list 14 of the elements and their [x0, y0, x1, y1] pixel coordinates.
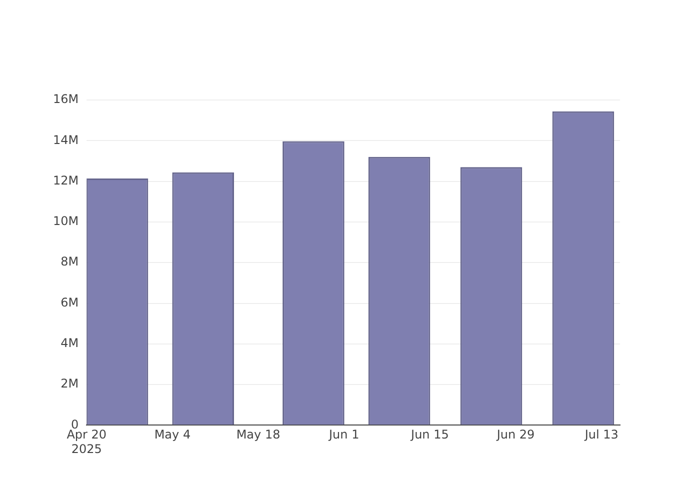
y-tick-label: 16M: [53, 92, 79, 106]
x-tick-label: Jul 13: [584, 428, 618, 442]
x-tick-label: Jun 1: [328, 428, 360, 442]
x-tick-label: Jun 15: [410, 428, 449, 442]
y-tick-label: 14M: [53, 132, 79, 147]
y-tick-label: 12M: [53, 173, 79, 188]
y-tick-label: 10M: [53, 214, 79, 228]
y-tick-label: 2M: [60, 376, 79, 391]
x-tick-label: Jun 29: [496, 428, 535, 442]
y-tick-label: 8M: [60, 254, 79, 269]
y-tick-label: 4M: [60, 336, 79, 350]
x-tick-label: May 18: [236, 428, 280, 442]
x-tick-label: May 4: [154, 428, 191, 442]
y-tick-label: 6M: [60, 295, 79, 310]
